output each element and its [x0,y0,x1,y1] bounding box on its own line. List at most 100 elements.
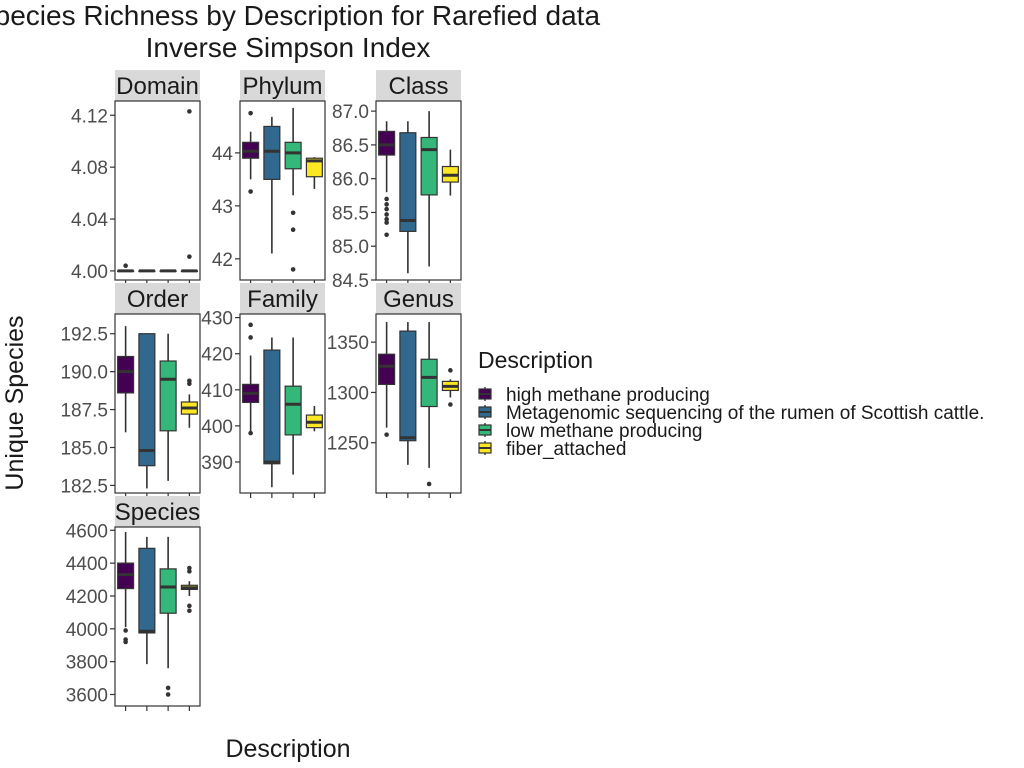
legend-item: fiber_attached [478,439,626,460]
panel-border [114,526,201,707]
legend-item: low methane producing [478,421,702,442]
y-tick-label: 390 [201,453,233,474]
outlier-point [187,381,192,387]
outlier-point [248,322,253,328]
outlier-point [187,569,192,574]
box-iqr [159,568,177,614]
panel-species: Species 3600 3800 4000 4200 4400 4600 [66,496,201,711]
y-tick-label: 4.12 [71,106,108,127]
outlier-point [448,402,453,407]
y-tick-label: 42 [212,250,233,271]
box-2 [138,333,156,489]
box-1 [117,263,135,273]
box-1 [378,121,396,238]
legend-label: low methane producing [506,421,702,442]
y-tick-label: 4.00 [71,262,108,283]
strip-background [115,283,200,314]
y-tick-label: 85.0 [332,237,369,258]
y-tick-label: 410 [201,381,233,402]
box-2 [138,269,156,273]
y-tick-label: 430 [201,309,233,330]
box-4 [305,157,323,189]
y-tick-label: 85.5 [332,203,369,224]
outlier-point [426,481,432,487]
outlier-point [187,603,192,609]
y-tick-label: 400 [201,417,233,438]
box-4 [180,378,198,428]
box-1 [378,322,396,437]
outlier-point [384,196,389,202]
box-iqr [138,547,156,634]
y-tick-label: 3600 [66,686,108,707]
box-2 [399,121,417,274]
panel-border [114,100,201,281]
box-iqr [420,358,438,408]
x-axis-label: Description [225,735,350,763]
facet-panels: Domain 4.00 4.04 4.08 4.12 Phylum 42 43 44 Class 8… [60,70,462,711]
y-tick-label: 182.5 [60,476,108,497]
box-iqr [263,349,281,465]
outlier-point [384,212,389,217]
chart-subtitle: Inverse Simpson Index [146,32,431,63]
box-1 [117,326,135,433]
box-3 [420,322,438,487]
outlier-point [384,232,389,238]
y-tick-label: 190.0 [60,363,108,384]
y-tick-label: 3800 [66,653,108,674]
outlier-point [248,110,253,116]
panel-order: Order 182.5 185.0 187.5 190.0 192.5 [60,283,201,498]
y-tick-label: 185.0 [60,438,108,459]
outlier-point [290,210,296,216]
strip-background [115,70,200,101]
strip-label: Order [127,286,188,313]
strip-label: Species [115,499,200,526]
outlier-point [384,202,389,207]
box-iqr [284,385,302,436]
legend-label: Metagenomic sequencing of the rumen of S… [506,403,984,424]
y-tick-label: 44 [212,144,234,165]
panel-class: Class 84.5 85.0 85.5 86.0 86.5 87.0 [332,70,462,292]
box-3 [284,107,302,272]
box-iqr [159,360,177,432]
panel-family: Family 390 400 410 420 430 [201,283,326,498]
box-3 [159,536,177,697]
outlier-point [123,263,128,269]
strip-label: Domain [116,73,199,100]
panel-domain: Domain 4.00 4.04 4.08 4.12 [71,70,201,285]
box-2 [138,536,156,665]
box-iqr [117,355,135,394]
box-3 [159,269,177,273]
outlier-point [448,368,453,373]
outlier-point [187,608,192,614]
box-4 [441,149,459,196]
box-iqr [399,330,417,442]
panel-border [375,100,462,281]
box-4 [180,109,198,273]
box-4 [305,406,323,432]
outlier-point [165,685,171,691]
outlier-point [187,254,192,259]
chart-title: Species Richness by Description for Rare… [0,0,600,31]
box-3 [159,333,177,481]
outlier-point [187,565,192,571]
outlier-point [187,109,192,114]
y-tick-label: 86.0 [332,170,369,191]
y-tick-label: 187.5 [60,401,108,422]
strip-background [115,496,200,527]
strip-label: Genus [383,286,454,313]
y-tick-label: 192.5 [60,325,108,346]
y-tick-label: 43 [212,197,233,218]
outlier-point [384,220,389,225]
box-iqr [305,157,323,178]
box-iqr [138,333,156,467]
box-iqr [420,136,438,196]
y-tick-label: 4600 [66,521,108,542]
legend-label: high methane producing [506,385,710,406]
strip-background [376,283,461,314]
box-2 [399,322,417,465]
box-iqr [399,132,417,232]
box-4 [180,565,198,614]
panel-phylum: Phylum 42 43 44 [212,70,326,285]
